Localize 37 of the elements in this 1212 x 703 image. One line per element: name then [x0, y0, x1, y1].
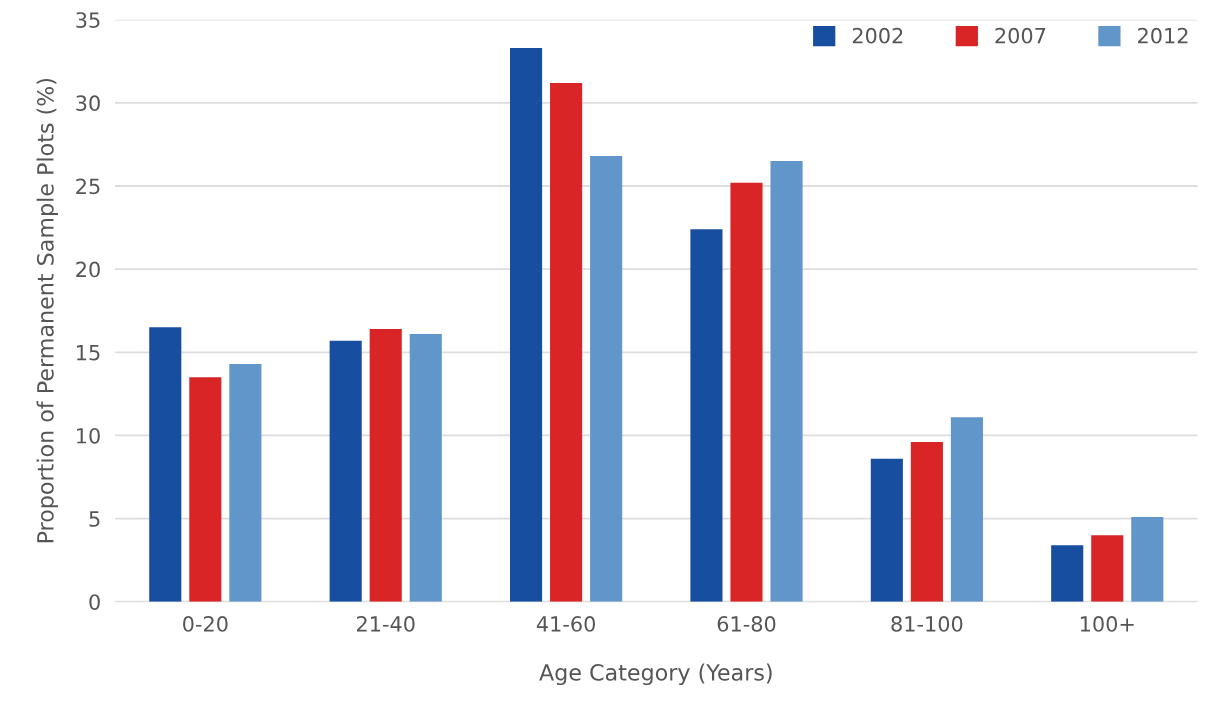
bar: [510, 47, 543, 602]
bar: [229, 363, 262, 602]
bar: [770, 161, 803, 602]
x-tick-label: 61-80: [717, 616, 776, 632]
y-tick-label: 35: [76, 12, 100, 28]
bar: [730, 182, 763, 602]
x-tick-label: 81-100: [891, 616, 963, 632]
bar: [910, 442, 943, 602]
bar: [1131, 516, 1164, 602]
y-tick-label: 30: [76, 95, 100, 112]
y-tick-label: 20: [76, 261, 100, 278]
y-tick-label: 5: [89, 511, 100, 527]
bar: [189, 377, 222, 602]
bar: [550, 82, 583, 602]
y-axis-title: Proportion of Permanent Sample Plots (%): [36, 78, 59, 543]
x-tick-label: 100+: [1080, 616, 1134, 632]
bar: [149, 327, 182, 602]
bar: [1051, 545, 1084, 602]
bar: [1091, 535, 1124, 602]
y-tick-label: 0: [89, 594, 100, 610]
legend-label: 2002: [852, 27, 903, 44]
bar: [369, 329, 402, 602]
bar: [329, 340, 362, 602]
y-tick-label: 25: [76, 178, 100, 195]
bar: [409, 334, 442, 602]
x-tick-label: 21-40: [356, 616, 415, 632]
bar: [590, 156, 623, 602]
bar: [870, 458, 903, 602]
legend-label: 2012: [1138, 27, 1188, 44]
x-tick-label: 0-20: [183, 616, 228, 632]
bar: [690, 229, 723, 602]
legend-label: 2007: [995, 27, 1046, 44]
y-tick-label: 15: [77, 345, 100, 361]
y-tick-label: 10: [77, 427, 100, 444]
x-tick-label: 41-60: [536, 616, 595, 632]
bar: [950, 417, 983, 602]
x-axis-title: Age Category (Years): [539, 663, 772, 686]
